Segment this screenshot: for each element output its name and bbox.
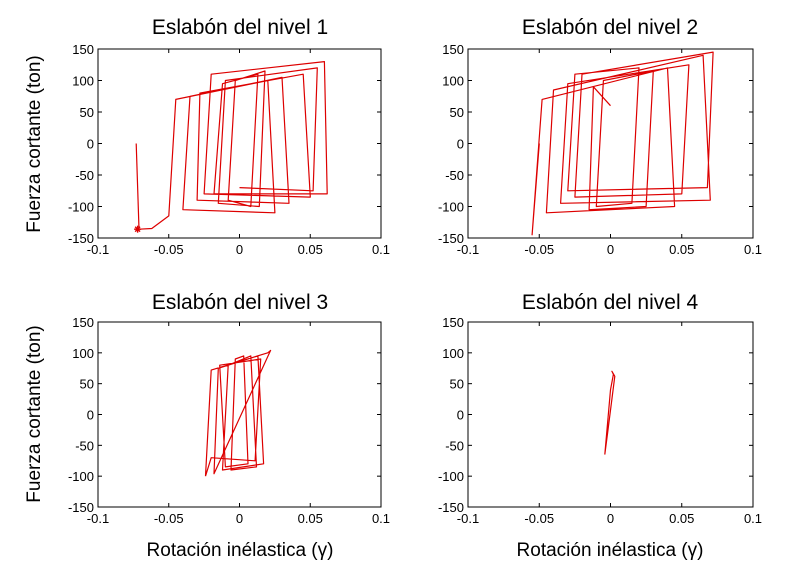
y-tick-label: -100 [68, 200, 94, 215]
subplot-nivel-3: Eslabón del nivel 3 Fuerza cortante (ton… [24, 291, 333, 561]
x-axis-label: Rotación inélastica (γ) [147, 540, 334, 561]
y-tick-label: 50 [450, 377, 464, 392]
y-tick-label: 150 [442, 42, 464, 57]
x-tick-label: 0.05 [669, 511, 694, 526]
y-tick-label: -50 [445, 168, 464, 183]
x-tick-label: -0.1 [457, 242, 479, 257]
chart-title: Eslabón del nivel 3 [152, 291, 328, 314]
x-tick-label: 0 [607, 242, 614, 257]
x-tick-label: -0.1 [87, 242, 109, 257]
y-tick-label: 100 [442, 346, 464, 361]
y-tick-label: 0 [87, 137, 94, 152]
x-tick-label: 0 [236, 511, 243, 526]
y-tick-label: 50 [450, 105, 464, 120]
x-tick-label: 0.1 [372, 242, 390, 257]
y-tick-label: 150 [72, 315, 94, 330]
y-tick-label: 0 [457, 408, 464, 423]
chart-title: Eslabón del nivel 1 [152, 16, 328, 39]
plot-frame [97, 48, 382, 239]
y-tick-label: 0 [87, 408, 94, 423]
x-tick-label: -0.05 [524, 511, 554, 526]
hysteresis-series-line [204, 349, 272, 477]
chart-title: Eslabón del nivel 2 [522, 16, 698, 39]
axes-4: -0.1 -0.05 0 0.05 0.1 150 100 50 0 -50 -100 -150 [438, 315, 762, 526]
x-tick-label: -0.1 [457, 511, 479, 526]
axes-3: -0.1 -0.05 0 0.05 0.1 150 100 50 0 -50 -100 -150 [68, 315, 390, 526]
x-tick-label: 0.05 [298, 511, 323, 526]
x-tick-label: -0.05 [154, 242, 184, 257]
y-axis-label: Fuerza cortante (ton) [24, 325, 45, 502]
y-tick-label: -150 [438, 500, 464, 515]
x-tick-label: -0.05 [154, 511, 184, 526]
x-tick-label: 0.1 [744, 511, 762, 526]
y-tick-label: -100 [68, 469, 94, 484]
y-tick-label: -150 [68, 500, 94, 515]
subplot-nivel-4: Eslabón del nivel 4 Rotación inélastica … [517, 291, 704, 561]
x-tick-label: 0.05 [669, 242, 694, 257]
start-marker [134, 225, 142, 233]
x-tick-label: 0 [236, 242, 243, 257]
x-tick-label: 0 [607, 511, 614, 526]
y-tick-label: -100 [438, 200, 464, 215]
x-tick-label: -0.1 [87, 511, 109, 526]
y-tick-label: -150 [68, 231, 94, 246]
x-tick-label: -0.05 [524, 242, 554, 257]
x-tick-label: 0.1 [744, 242, 762, 257]
x-tick-label: 0.1 [372, 511, 390, 526]
hysteresis-series-line [531, 51, 714, 236]
x-axis-label: Rotación inélastica (γ) [517, 540, 704, 561]
subplot-nivel-2: Eslabón del nivel 2 [522, 16, 698, 39]
chart-title: Eslabón del nivel 4 [522, 291, 699, 314]
y-tick-label: 100 [72, 74, 94, 89]
y-tick-label: -50 [75, 438, 94, 453]
y-tick-label: -50 [445, 438, 464, 453]
subplot-nivel-1: Eslabón del nivel 1 Fuerza cortante (ton… [24, 16, 328, 233]
y-tick-label: 150 [442, 315, 464, 330]
y-tick-label: 50 [80, 105, 94, 120]
y-tick-label: 100 [442, 74, 464, 89]
plot-frame [97, 321, 382, 508]
axes-1: -0.1 -0.05 0 0.05 0.1 150 100 50 0 -50 -100 -150 [68, 42, 390, 257]
y-tick-label: 50 [80, 377, 94, 392]
y-tick-label: -100 [438, 469, 464, 484]
y-tick-label: 0 [457, 137, 464, 152]
y-tick-label: -50 [75, 168, 94, 183]
y-tick-label: 100 [72, 346, 94, 361]
y-tick-label: 150 [72, 42, 94, 57]
axes-2: -0.1 -0.05 0 0.05 0.1 150 100 50 0 -50 -100 -150 [438, 42, 762, 257]
y-tick-label: -150 [438, 231, 464, 246]
x-tick-label: 0.05 [298, 242, 323, 257]
y-axis-label: Fuerza cortante (ton) [24, 55, 45, 232]
hysteresis-series-line [604, 370, 616, 455]
hysteresis-series-line [135, 60, 328, 230]
